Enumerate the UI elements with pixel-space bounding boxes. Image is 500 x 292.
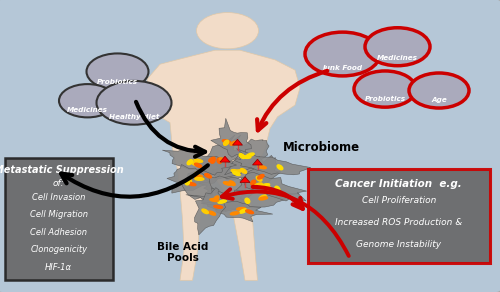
Polygon shape — [198, 176, 258, 194]
Circle shape — [59, 84, 116, 117]
Ellipse shape — [214, 205, 222, 208]
Polygon shape — [220, 156, 230, 162]
Polygon shape — [216, 201, 273, 222]
Circle shape — [86, 53, 148, 90]
Circle shape — [196, 13, 258, 49]
Polygon shape — [194, 188, 230, 235]
Ellipse shape — [236, 208, 246, 210]
Ellipse shape — [222, 140, 230, 143]
Ellipse shape — [239, 154, 245, 159]
Circle shape — [96, 81, 172, 125]
Ellipse shape — [185, 180, 190, 185]
Ellipse shape — [217, 158, 222, 163]
Circle shape — [365, 28, 430, 66]
Ellipse shape — [260, 195, 266, 199]
FancyBboxPatch shape — [308, 169, 490, 263]
Ellipse shape — [187, 160, 192, 165]
Text: Metastatic Suppression: Metastatic Suppression — [0, 165, 124, 175]
Ellipse shape — [258, 175, 264, 179]
Text: Age: Age — [431, 97, 447, 103]
Polygon shape — [241, 172, 306, 201]
Polygon shape — [145, 50, 300, 280]
Ellipse shape — [230, 212, 239, 215]
Ellipse shape — [258, 166, 266, 169]
Polygon shape — [172, 158, 236, 193]
Circle shape — [354, 71, 416, 107]
Ellipse shape — [234, 170, 241, 173]
Ellipse shape — [202, 209, 208, 214]
Ellipse shape — [245, 198, 250, 204]
Ellipse shape — [240, 168, 246, 173]
Ellipse shape — [230, 141, 237, 145]
Text: Junk Food: Junk Food — [322, 65, 362, 71]
Circle shape — [409, 73, 469, 108]
Ellipse shape — [275, 186, 280, 191]
Text: Probiotics: Probiotics — [97, 79, 138, 85]
Ellipse shape — [240, 209, 246, 213]
Polygon shape — [224, 139, 269, 175]
Text: of:: of: — [53, 179, 64, 188]
Ellipse shape — [219, 158, 227, 162]
Ellipse shape — [224, 182, 232, 185]
Ellipse shape — [266, 186, 270, 191]
Ellipse shape — [194, 172, 199, 177]
Ellipse shape — [208, 211, 216, 215]
Text: Increased ROS Production &: Increased ROS Production & — [335, 218, 462, 227]
Text: Genome Instability: Genome Instability — [356, 240, 442, 249]
Ellipse shape — [277, 165, 283, 170]
Polygon shape — [196, 135, 241, 178]
Circle shape — [305, 32, 380, 76]
Ellipse shape — [259, 197, 268, 200]
Polygon shape — [234, 149, 310, 175]
Text: Medicines: Medicines — [67, 107, 108, 113]
Ellipse shape — [187, 178, 192, 184]
Polygon shape — [240, 177, 250, 182]
Text: Cell Migration: Cell Migration — [30, 210, 88, 219]
Text: Cell Adhesion: Cell Adhesion — [30, 228, 88, 237]
Ellipse shape — [229, 181, 235, 185]
Ellipse shape — [194, 159, 202, 162]
Ellipse shape — [256, 176, 262, 181]
Ellipse shape — [192, 162, 199, 166]
FancyBboxPatch shape — [5, 158, 112, 280]
Ellipse shape — [195, 178, 204, 180]
Ellipse shape — [232, 172, 240, 175]
Polygon shape — [162, 150, 236, 175]
Polygon shape — [201, 190, 299, 211]
Polygon shape — [252, 159, 262, 165]
Text: Clonogenicity: Clonogenicity — [30, 245, 88, 254]
Ellipse shape — [194, 163, 202, 167]
Polygon shape — [234, 155, 281, 203]
Text: HIF-1α: HIF-1α — [45, 263, 72, 272]
Ellipse shape — [261, 184, 270, 187]
Text: Cancer Initiation  e.g.: Cancer Initiation e.g. — [336, 179, 462, 189]
Ellipse shape — [242, 156, 251, 158]
Text: Bile Acid
Pools: Bile Acid Pools — [157, 242, 208, 263]
Ellipse shape — [209, 157, 215, 162]
Ellipse shape — [251, 180, 256, 185]
Polygon shape — [212, 160, 266, 180]
Ellipse shape — [204, 173, 212, 178]
Polygon shape — [186, 188, 252, 212]
Ellipse shape — [246, 210, 254, 214]
Polygon shape — [167, 164, 223, 204]
Ellipse shape — [231, 170, 239, 173]
Ellipse shape — [188, 182, 196, 186]
Ellipse shape — [254, 183, 262, 187]
Ellipse shape — [214, 196, 219, 201]
Text: Medicines: Medicines — [377, 55, 418, 61]
Ellipse shape — [224, 140, 229, 145]
Ellipse shape — [246, 153, 254, 157]
Polygon shape — [211, 118, 252, 157]
Text: Cell Invasion: Cell Invasion — [32, 193, 86, 201]
Ellipse shape — [210, 199, 218, 201]
Text: Cell Proliferation: Cell Proliferation — [362, 197, 436, 205]
Text: Microbiome: Microbiome — [282, 141, 360, 154]
Text: Healthy diet: Healthy diet — [109, 114, 159, 120]
Text: Probiotics: Probiotics — [364, 96, 406, 102]
Ellipse shape — [218, 200, 226, 203]
Ellipse shape — [194, 175, 202, 178]
Polygon shape — [232, 139, 242, 145]
Ellipse shape — [210, 158, 215, 163]
